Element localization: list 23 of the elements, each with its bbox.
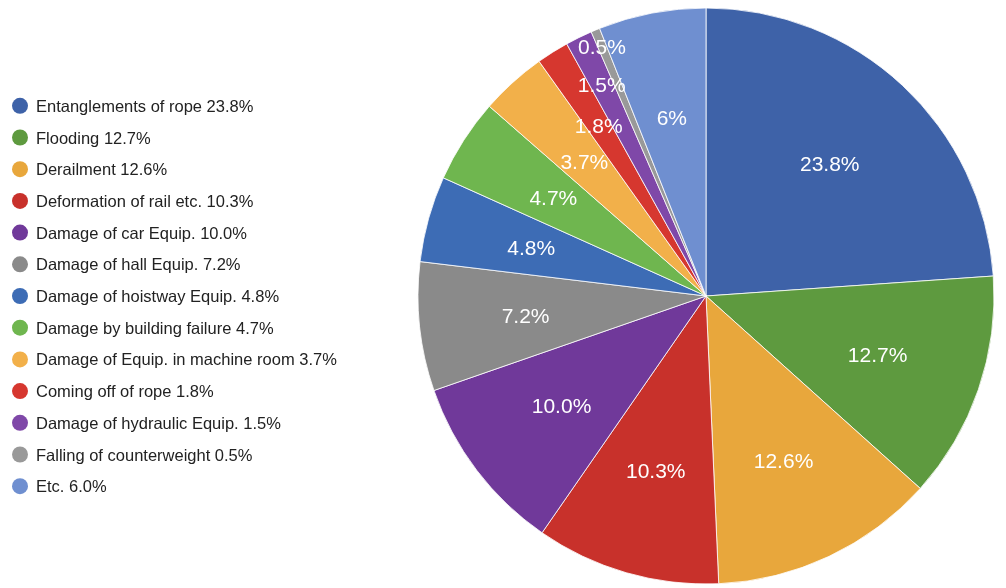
data-label: 23.8% (800, 151, 860, 175)
legend-label: Damage of hoistway Equip. 4.8% (36, 287, 280, 305)
legend-label: Damage of hall Equip. 7.2% (36, 255, 241, 274)
legend-label: Deformation of rail etc. 10.3% (36, 191, 254, 210)
data-label: 6% (656, 106, 688, 130)
legend-label: Etc. 6.0% (36, 477, 107, 496)
data-label: 10.3% (625, 458, 686, 482)
legend-label: Damage by building failure 4.7% (36, 318, 274, 337)
legend-label: Derailment 12.6% (36, 160, 168, 179)
data-label: 3.7% (560, 149, 609, 173)
legend-label: Damage of car Equip. 10.0% (36, 223, 248, 242)
data-label: 4.8% (507, 235, 556, 259)
data-label: 7.2% (501, 303, 550, 327)
data-label: 12.7% (847, 343, 908, 367)
legend-label: Falling of counterweight 0.5% (36, 445, 253, 464)
legend-label: Coming off of rope 1.8% (36, 382, 214, 401)
legend-label: Damage of hydraulic Equip. 1.5% (36, 413, 282, 432)
data-label: 12.6% (753, 448, 814, 472)
data-label: 4.7% (529, 186, 578, 210)
legend-label: Damage of Equip. in machine room 3.7% (36, 350, 338, 369)
legend-label: Flooding 12.7% (36, 128, 151, 147)
legend-label: Entanglements of rope 23.8% (36, 96, 254, 115)
data-label: 10.0% (531, 394, 592, 418)
